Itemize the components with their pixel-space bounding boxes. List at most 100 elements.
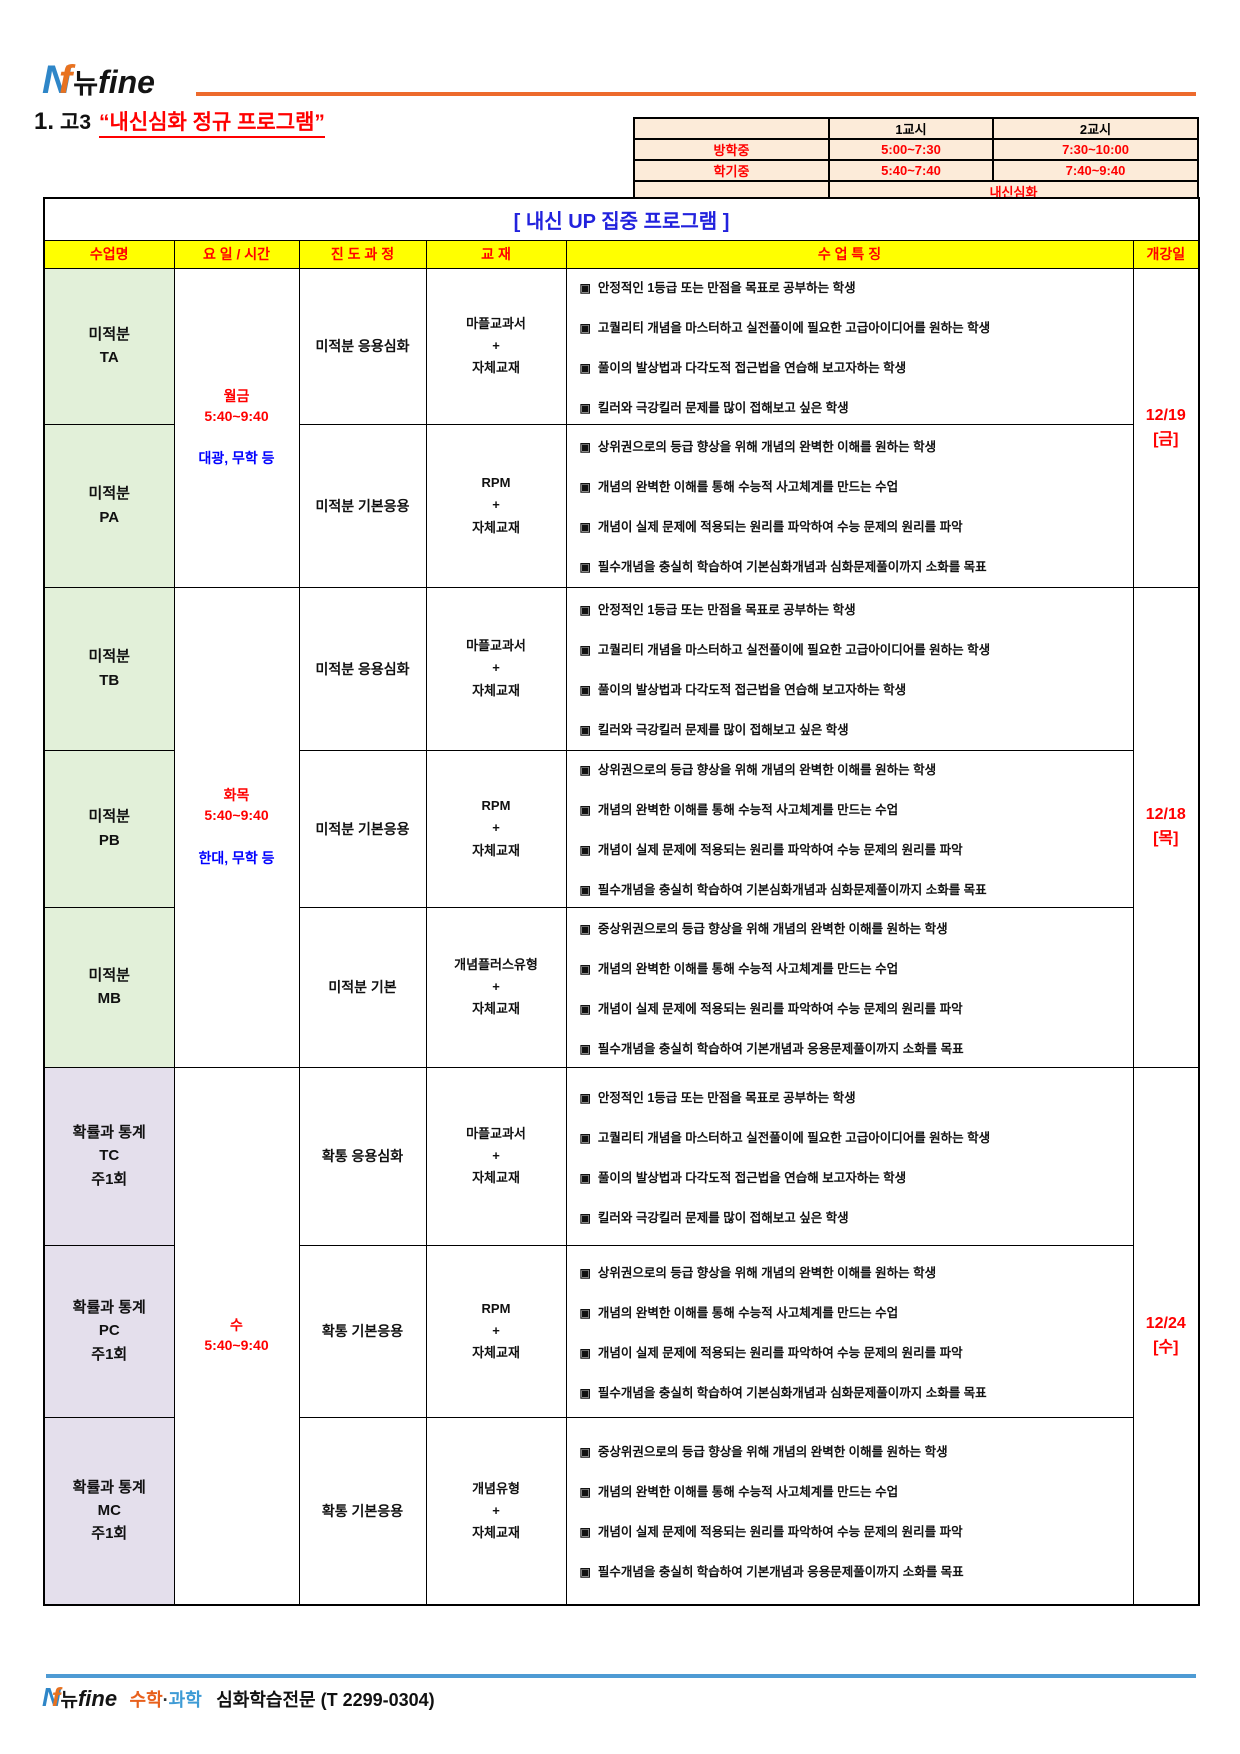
feature-item: ▣ 필수개념을 충실히 학습하여 기본개념과 응용문제풀이까지 소화를 목표 — [579, 1565, 964, 1580]
semester-row: 학기중 5:40~7:40 7:40~9:40 — [633, 159, 1199, 182]
period2-header: 2교시 — [992, 117, 1199, 140]
square-bullet-icon: ▣ — [579, 683, 591, 697]
course-name: 확률과 통계 MC 주1회 — [43, 1416, 175, 1606]
square-bullet-icon: ▣ — [579, 560, 591, 574]
process-cell: 미적분 응용심화 — [298, 586, 427, 751]
features-cell: ▣ 안정적인 1등급 또는 만점을 목표로 공부하는 학생 ▣ 고퀄리티 개념을 마… — [565, 586, 1134, 751]
feature-item: ▣ 필수개념을 충실히 학습하여 기본개념과 응용문제풀이까지 소화를 목표 — [579, 1041, 964, 1056]
period1-header: 1교시 — [828, 117, 994, 140]
program-table: [ 내신 UP 집중 프로그램 ] 수업명 요 일 / 시간 진 도 과 정 교… — [43, 197, 1201, 1606]
course-name: 미적분 PA — [43, 423, 175, 588]
process-cell: 미적분 응용심화 — [298, 267, 427, 425]
square-bullet-icon: ▣ — [579, 1130, 591, 1145]
start-weekday: [목] — [1153, 830, 1179, 847]
feature-item: ▣ 고퀄리티 개념을 마스터하고 실전풀이에 필요한 고급아이디어를 원하는 학생 — [579, 320, 991, 335]
process-cell: 확통 기본응용 — [298, 1244, 427, 1418]
feature-item: ▣ 개념이 실제 문제에 적용되는 원리를 파악하여 수능 문제의 원리를 파악 — [579, 843, 963, 857]
features-cell: ▣ 중상위권으로의 등급 향상을 위해 개념의 완벽한 이해를 원하는 학생 ▣ 개… — [565, 906, 1134, 1068]
feature-item: ▣ 풀이의 발상법과 다각도적 접근법을 연습해 보고자하는 학생 — [579, 360, 907, 375]
textbook-cell: RPM + 자체교재 — [425, 1244, 567, 1418]
feature-item: ▣ 개념이 실제 문제에 적용되는 원리를 파악하여 수능 문제의 원리를 파악 — [579, 1525, 963, 1540]
feature-item: ▣ 개념의 완벽한 이해를 통해 수능적 사고체계를 만드는 수업 — [579, 1485, 899, 1500]
start-date: 12/19 — [1145, 406, 1186, 424]
feature-item: ▣ 풀이의 발상법과 다각도적 접근법을 연습해 보고자하는 학생 — [579, 1170, 907, 1185]
course-row-tb: 미적분 TB 화목 5:40~9:40 한대, 무학 등 미적분 응용심화 마플… — [43, 586, 1200, 1068]
square-bullet-icon: ▣ — [579, 1090, 591, 1105]
features-cell: ▣ 상위권으로의 등급 향상을 위해 개념의 완벽한 이해를 원하는 학생 ▣ 개념… — [565, 423, 1134, 588]
day-days: 수 — [230, 1317, 243, 1334]
feature-item: ▣ 상위권으로의 등급 향상을 위해 개념의 완벽한 이해를 원하는 학생 — [579, 1265, 937, 1280]
feature-item: ▣ 상위권으로의 등급 향상을 위해 개념의 완벽한 이해를 원하는 학생 — [579, 763, 937, 777]
header-divider-line — [196, 92, 1196, 96]
daytime-cell: 월금 5:40~9:40 대광, 무학 등 — [173, 267, 300, 588]
course-row-pb: 미적분 PB 미적분 기본응용 RPM + 자체교재 ▣ 상위권으로의 등급 향상… — [43, 749, 1199, 908]
square-bullet-icon: ▣ — [579, 1345, 591, 1360]
feature-item: ▣ 안정적인 1등급 또는 만점을 목표로 공부하는 학생 — [579, 603, 856, 617]
process-cell: 미적분 기본응용 — [298, 423, 427, 588]
square-bullet-icon: ▣ — [579, 1385, 591, 1400]
period-time-table: 1교시 2교시 방학중 5:00~7:30 7:30~10:00 학기중 5:4… — [633, 117, 1199, 203]
page-title: 1. 고3 “내신심화 정규 프로그램” — [34, 106, 325, 138]
course-row-mb: 미적분 MB 미적분 기본 개념플러스유형 + 자체교재 ▣ 중상위권으로의 등급… — [43, 906, 1199, 1068]
textbook-cell: RPM + 자체교재 — [425, 749, 567, 908]
feature-item: ▣ 개념의 완벽한 이해를 통해 수능적 사고체계를 만드는 수업 — [579, 803, 899, 817]
semester-period1-time: 5:40~7:40 — [828, 159, 994, 182]
semester-label: 학기중 — [633, 159, 830, 182]
program-table-title-row: [ 내신 UP 집중 프로그램 ] — [43, 197, 1200, 241]
features-cell: ▣ 중상위권으로의 등급 향상을 위해 개념의 완벽한 이해를 원하는 학생 ▣ 개… — [565, 1416, 1134, 1606]
square-bullet-icon: ▣ — [579, 603, 591, 617]
square-bullet-icon: ▣ — [579, 843, 591, 857]
process-cell: 확통 응용심화 — [298, 1066, 427, 1246]
square-bullet-icon: ▣ — [579, 1525, 591, 1540]
logo-korean: 뉴 — [73, 69, 99, 99]
square-bullet-icon: ▣ — [579, 803, 591, 817]
feature-item: ▣ 개념이 실제 문제에 적용되는 원리를 파악하여 수능 문제의 원리를 파악 — [579, 1001, 963, 1016]
footer-subject-math: 수학 — [129, 1690, 163, 1710]
footer-subject-science: 과학 — [168, 1690, 202, 1710]
logo-fine: fine — [98, 64, 155, 100]
square-bullet-icon: ▣ — [579, 1485, 591, 1500]
square-bullet-icon: ▣ — [579, 723, 591, 737]
daytime-cell: 수 5:40~9:40 — [173, 1066, 300, 1606]
course-name: 확률과 통계 TC 주1회 — [43, 1066, 175, 1246]
textbook-cell: 마플교과서 + 자체교재 — [425, 267, 567, 425]
page-title-grade: 고3 — [60, 111, 92, 134]
page-title-number: 1. — [34, 108, 55, 135]
square-bullet-icon: ▣ — [579, 1265, 591, 1280]
day-schools: 한대, 무학 등 — [198, 849, 275, 866]
feature-item: ▣ 킬러와 극강킬러 문제를 많이 접해보고 싶은 학생 — [579, 400, 849, 415]
col-header-process: 진 도 과 정 — [298, 239, 427, 269]
vacation-row: 방학중 5:00~7:30 7:30~10:00 — [633, 138, 1199, 161]
square-bullet-icon: ▣ — [579, 921, 591, 936]
startdate-cell: 12/18 [목] — [1132, 586, 1200, 1068]
square-bullet-icon: ▣ — [579, 1565, 591, 1580]
square-bullet-icon: ▣ — [579, 1305, 591, 1320]
feature-item: ▣ 개념의 완벽한 이해를 통해 수능적 사고체계를 만드는 수업 — [579, 1305, 899, 1320]
footer-divider-line — [46, 1674, 1196, 1678]
square-bullet-icon: ▣ — [579, 961, 591, 976]
logo-fine: fine — [77, 1686, 118, 1711]
features-cell: ▣ 상위권으로의 등급 향상을 위해 개념의 완벽한 이해를 원하는 학생 ▣ 개념… — [565, 749, 1134, 908]
textbook-cell: RPM + 자체교재 — [425, 423, 567, 588]
logo-letter-f: f — [58, 58, 73, 102]
footer-separator: · — [162, 1690, 169, 1710]
day-time: 5:40~9:40 — [204, 407, 269, 424]
logo-letter-n: N — [42, 1682, 61, 1712]
square-bullet-icon: ▣ — [579, 320, 591, 335]
square-bullet-icon: ▣ — [579, 763, 591, 777]
feature-item: ▣ 개념의 완벽한 이해를 통해 수능적 사고체계를 만드는 수업 — [579, 480, 899, 494]
feature-item: ▣ 필수개념을 충실히 학습하여 기본심화개념과 심화문제풀이까지 소화를 목표 — [579, 1385, 987, 1400]
course-name: 미적분 PB — [43, 749, 175, 908]
feature-item: ▣ 상위권으로의 등급 향상을 위해 개념의 완벽한 이해를 원하는 학생 — [579, 440, 937, 454]
footer-specialty-phone: 심화학습전문 (T 2299-0304) — [216, 1690, 435, 1710]
daytime-cell: 화목 5:40~9:40 한대, 무학 등 — [173, 586, 300, 1068]
startdate-cell: 12/19 [금] — [1132, 267, 1200, 588]
col-header-course: 수업명 — [43, 239, 175, 269]
square-bullet-icon: ▣ — [579, 520, 591, 534]
period-header-row: 1교시 2교시 — [633, 117, 1199, 140]
col-header-startdate: 개강일 — [1132, 239, 1200, 269]
start-weekday: [수] — [1153, 1338, 1179, 1356]
course-row-pa: 미적분 PA 미적분 기본응용 RPM + 자체교재 ▣ 상위권으로의 등급 향상… — [43, 423, 1199, 588]
program-table-header-row: 수업명 요 일 / 시간 진 도 과 정 교 재 수 업 특 징 개강일 — [43, 239, 1200, 269]
corner-cell — [633, 117, 830, 140]
